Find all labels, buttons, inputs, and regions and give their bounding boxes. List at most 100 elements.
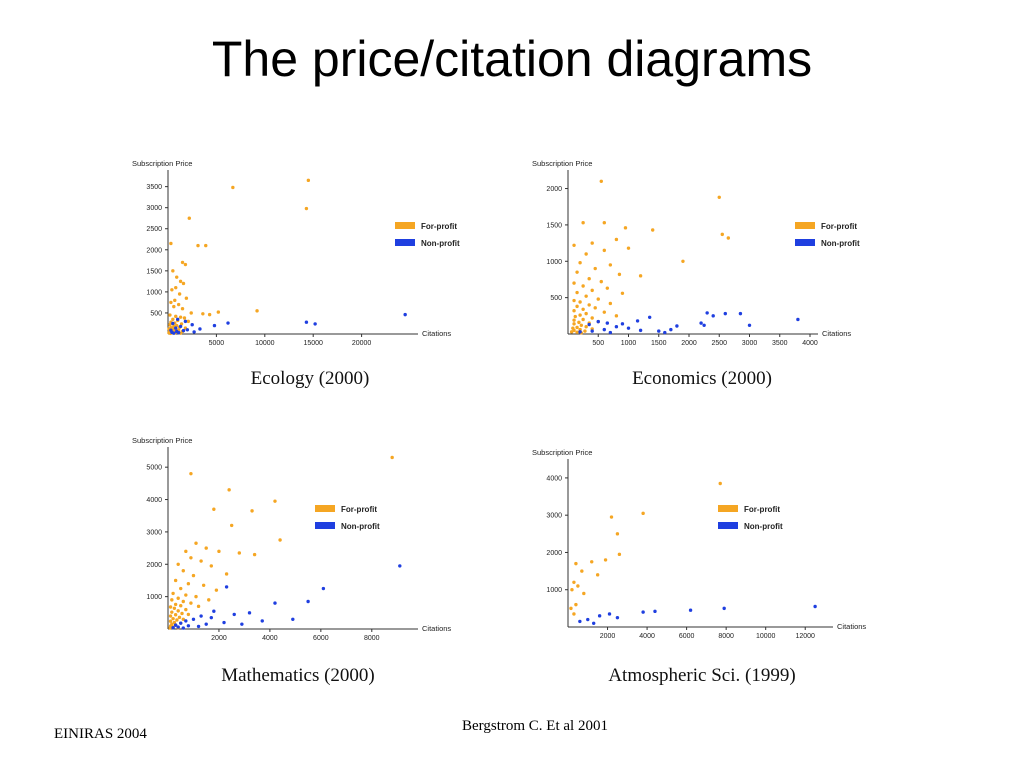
point-non-profit <box>620 322 625 326</box>
series-non-profit <box>171 564 402 630</box>
series-for-profit <box>167 178 311 336</box>
point-non-profit <box>226 321 230 325</box>
x-tick-label: 2000 <box>600 633 616 640</box>
x-axis-label: Citations <box>422 329 451 338</box>
point-for-profit <box>174 285 178 290</box>
y-tick-label: 1000 <box>546 587 562 594</box>
point-for-profit <box>614 314 619 318</box>
point-for-profit <box>168 626 172 630</box>
x-tick-label: 20000 <box>352 340 372 347</box>
point-for-profit <box>196 243 200 248</box>
point-for-profit <box>575 304 579 309</box>
point-for-profit <box>186 612 191 617</box>
point-for-profit <box>178 279 183 284</box>
point-for-profit <box>574 602 578 607</box>
point-for-profit <box>609 515 614 519</box>
legend-label: For-profit <box>744 505 780 514</box>
point-non-profit <box>602 327 606 332</box>
point-for-profit <box>169 300 173 305</box>
point-for-profit <box>168 614 173 618</box>
x-tick-label: 4000 <box>639 633 655 640</box>
point-non-profit <box>590 329 594 333</box>
point-for-profit <box>179 586 183 591</box>
legend-label: For-profit <box>421 222 457 231</box>
point-non-profit <box>403 312 407 317</box>
x-tick-label: 2000 <box>211 635 227 642</box>
point-for-profit <box>278 538 282 542</box>
point-for-profit <box>581 221 585 225</box>
y-tick-label: 1500 <box>546 222 562 229</box>
point-for-profit <box>593 266 597 271</box>
x-tick-label: 3500 <box>772 340 788 347</box>
point-non-profit <box>608 330 613 335</box>
slide-title: The price/citation diagrams <box>211 31 813 87</box>
x-tick-label: 4000 <box>802 340 818 347</box>
point-for-profit <box>181 569 185 573</box>
point-non-profit <box>596 319 600 324</box>
point-for-profit <box>581 284 585 288</box>
point-for-profit <box>572 322 576 326</box>
point-for-profit <box>196 604 201 609</box>
x-tick-label: 12000 <box>795 633 815 640</box>
point-for-profit <box>176 596 180 600</box>
point-for-profit <box>390 455 394 460</box>
point-non-profit <box>657 329 661 333</box>
point-for-profit <box>605 286 610 290</box>
legend-label: Non-profit <box>341 522 380 531</box>
point-non-profit <box>615 615 620 620</box>
point-for-profit <box>575 270 579 274</box>
point-non-profit <box>176 331 181 335</box>
point-for-profit <box>189 471 193 476</box>
point-for-profit <box>171 616 175 621</box>
y-tick-label: 1000 <box>146 594 162 601</box>
point-for-profit <box>304 206 309 211</box>
point-for-profit <box>217 549 221 554</box>
point-non-profit <box>586 617 590 622</box>
point-non-profit <box>260 619 264 623</box>
point-non-profit <box>592 621 596 625</box>
point-non-profit <box>173 623 178 627</box>
point-non-profit <box>204 622 208 626</box>
point-non-profit <box>702 323 706 327</box>
point-for-profit <box>720 232 724 237</box>
y-tick-label: 2000 <box>146 562 162 569</box>
chart-panel-economics: 500 1000 1500 2000 500 1000 1500 2000 2500 3000 35… <box>520 138 900 400</box>
point-non-profit <box>675 324 679 328</box>
y-axis-label: Subscription Price <box>132 436 192 445</box>
point-for-profit <box>726 236 731 240</box>
point-for-profit <box>250 509 254 513</box>
y-tick-label: 1000 <box>546 259 562 266</box>
point-non-profit <box>212 323 217 328</box>
point-for-profit <box>173 613 178 617</box>
point-for-profit <box>572 318 576 322</box>
point-for-profit <box>237 551 242 555</box>
point-non-profit <box>247 611 252 615</box>
point-for-profit <box>177 292 182 296</box>
point-for-profit <box>575 330 579 334</box>
point-for-profit <box>175 618 179 622</box>
point-non-profit <box>174 326 178 330</box>
point-for-profit <box>590 316 594 320</box>
x-axis-label: Citations <box>837 622 866 631</box>
series-for-profit <box>569 481 722 616</box>
point-for-profit <box>572 309 576 313</box>
point-for-profit <box>168 619 173 623</box>
point-for-profit <box>717 195 721 199</box>
legend-swatch <box>395 239 415 246</box>
point-non-profit <box>304 320 309 324</box>
point-non-profit <box>178 324 183 329</box>
point-non-profit <box>185 328 190 332</box>
point-for-profit <box>184 549 188 554</box>
point-for-profit <box>580 569 584 573</box>
point-non-profit <box>723 311 727 316</box>
point-for-profit <box>169 241 173 246</box>
point-for-profit <box>273 499 277 503</box>
legend-swatch <box>718 505 738 512</box>
point-non-profit <box>626 326 631 330</box>
legend-swatch <box>395 222 415 229</box>
point-for-profit <box>191 573 196 578</box>
point-non-profit <box>176 625 180 629</box>
point-for-profit <box>584 252 588 256</box>
point-non-profit <box>321 586 326 591</box>
point-for-profit <box>214 588 219 592</box>
